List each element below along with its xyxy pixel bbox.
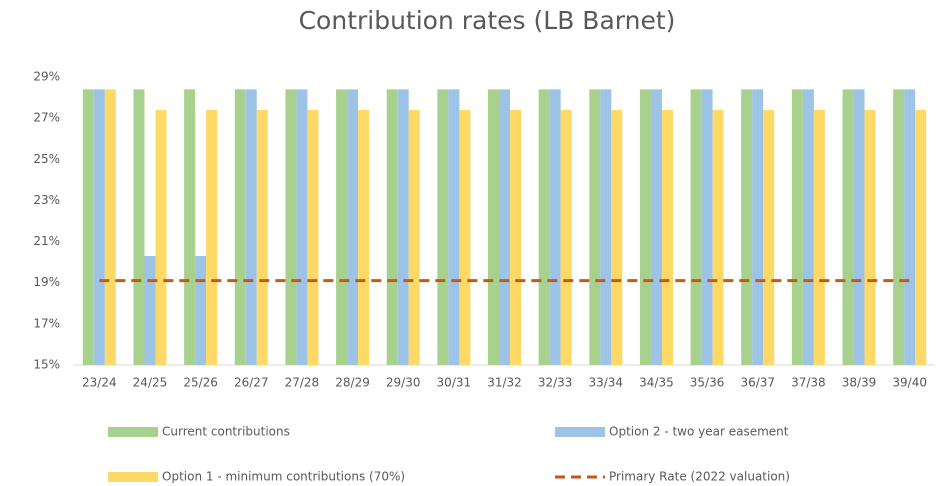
bar: [347, 89, 359, 365]
x-tick-label: 35/36: [690, 376, 725, 390]
y-tick-label: 17%: [33, 316, 60, 330]
bar: [133, 89, 145, 365]
bar: [256, 109, 268, 366]
bar: [864, 109, 876, 366]
y-tick-label: 23%: [33, 193, 60, 207]
bar: [336, 89, 348, 365]
bar: [510, 109, 521, 366]
bar: [690, 89, 702, 365]
chart-title: Contribution rates (LB Barnet): [299, 6, 676, 35]
bar: [915, 109, 927, 366]
x-tick-label: 36/37: [740, 376, 775, 390]
bar: [386, 89, 398, 365]
bar: [206, 109, 218, 366]
x-tick-label: 23/24: [82, 376, 117, 390]
legend-swatch: [108, 427, 158, 437]
bar: [358, 109, 370, 366]
bar: [549, 89, 561, 365]
bar: [155, 109, 167, 366]
legend-label: Option 2 - two year easement: [609, 425, 789, 439]
bar: [93, 89, 105, 365]
bar: [639, 89, 651, 365]
bar: [763, 109, 775, 366]
bar: [448, 89, 460, 365]
bar: [853, 89, 865, 365]
bar: [650, 89, 662, 365]
bar: [813, 109, 825, 366]
bar: [538, 89, 550, 365]
x-tick-label: 31/32: [487, 376, 522, 390]
bar: [408, 109, 420, 366]
bar: [904, 89, 916, 365]
legend-label: Current contributions: [162, 425, 290, 439]
x-tick-label: 34/35: [639, 376, 674, 390]
x-tick-label: 38/39: [842, 376, 877, 390]
bar: [285, 89, 297, 365]
x-tick-label: 29/30: [386, 376, 421, 390]
bar: [82, 89, 94, 365]
bar: [459, 109, 471, 366]
legend-swatch: [108, 472, 158, 482]
x-tick-label: 32/33: [538, 376, 573, 390]
legend-label: Option 1 - minimum contributions (70%): [162, 470, 405, 484]
bar: [791, 89, 803, 365]
bar: [701, 89, 713, 365]
bar: [802, 89, 814, 365]
x-tick-label: 25/26: [183, 376, 218, 390]
bar: [741, 89, 753, 365]
bar: [893, 89, 905, 365]
bar: [397, 89, 409, 365]
bar: [184, 89, 196, 365]
y-tick-label: 29%: [33, 70, 60, 84]
bar: [307, 109, 319, 366]
y-tick-label: 19%: [33, 275, 60, 289]
y-tick-label: 21%: [33, 234, 60, 248]
x-tick-label: 37/38: [791, 376, 826, 390]
x-tick-label: 28/29: [335, 376, 370, 390]
bar: [842, 89, 854, 365]
bar: [752, 89, 764, 365]
bar: [296, 89, 308, 365]
bar: [611, 109, 623, 366]
bar: [499, 89, 510, 365]
bar: [560, 109, 572, 366]
bar: [712, 109, 724, 366]
x-tick-label: 24/25: [133, 376, 168, 390]
x-tick-label: 33/34: [588, 376, 623, 390]
bar: [195, 255, 207, 365]
bar: [600, 89, 612, 365]
bar: [437, 89, 449, 365]
bar: [234, 89, 246, 365]
x-tick-label: 30/31: [437, 376, 472, 390]
bar: [589, 89, 601, 365]
y-tick-label: 15%: [33, 358, 60, 372]
bar: [144, 255, 156, 365]
legend-swatch: [555, 427, 605, 437]
x-tick-label: 26/27: [234, 376, 269, 390]
bar: [488, 89, 499, 365]
bar: [661, 109, 673, 366]
bar: [104, 89, 116, 365]
y-tick-label: 25%: [33, 152, 60, 166]
x-tick-label: 27/28: [285, 376, 320, 390]
x-tick-label: 39/40: [892, 376, 927, 390]
y-tick-label: 27%: [33, 111, 60, 125]
bar: [245, 89, 257, 365]
legend-label: Primary Rate (2022 valuation): [609, 470, 790, 484]
